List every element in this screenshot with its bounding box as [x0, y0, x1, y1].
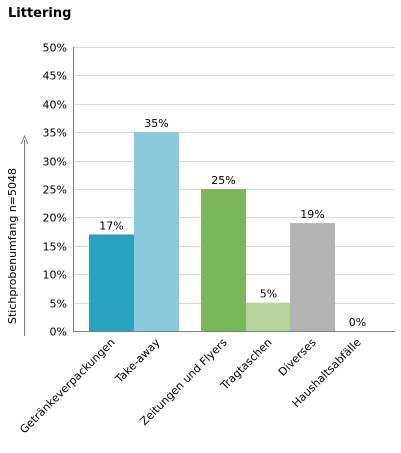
y-tick-label: 45%	[43, 70, 67, 83]
bar	[134, 132, 179, 331]
data-label: 5%	[260, 288, 277, 301]
bar	[290, 223, 335, 331]
bar	[246, 302, 291, 331]
data-label: 35%	[144, 117, 168, 130]
y-tick-label: 10%	[43, 269, 67, 282]
y-tick-label: 25%	[43, 184, 67, 197]
x-tick-label: Getränkeverpackungen	[17, 336, 117, 436]
y-tick-label: 35%	[43, 127, 67, 140]
y-axis-label: Stichprobenumfang n=5048	[6, 168, 19, 324]
y-tick-label: 20%	[43, 212, 67, 225]
y-tick-label: 5%	[50, 298, 67, 311]
y-tick-label: 50%	[43, 42, 67, 55]
data-label: 0%	[349, 316, 366, 329]
x-tick-label: Diverses	[276, 336, 319, 379]
bar	[201, 189, 246, 331]
data-label: 25%	[211, 174, 235, 187]
x-tick-label: Take-away	[112, 336, 163, 387]
data-label: 19%	[300, 208, 324, 221]
chart-title: Littering	[8, 6, 72, 21]
bar	[89, 234, 134, 331]
y-axis-arrow-head	[20, 134, 29, 145]
y-tick-label: 40%	[43, 99, 67, 112]
y-tick-label: 30%	[43, 156, 67, 169]
data-label: 17%	[99, 219, 123, 232]
y-tick-label: 15%	[43, 241, 67, 254]
y-tick-label: 0%	[50, 326, 67, 339]
